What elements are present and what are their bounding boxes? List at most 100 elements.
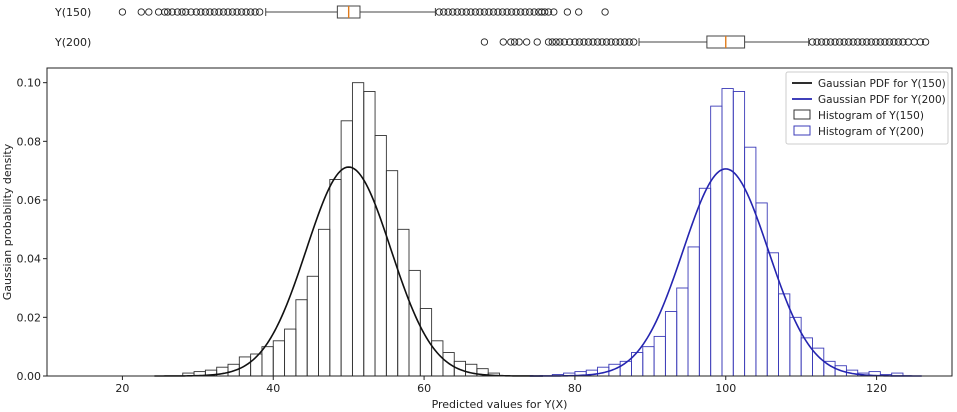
outlier-point: [516, 8, 525, 16]
hist-bar-0: [351, 82, 365, 377]
outlier-point: [489, 8, 498, 16]
outlier-point: [601, 8, 609, 16]
x-axis-label: Predicted values for Y(X): [432, 398, 568, 411]
legend-entry-label: Gaussian PDF for Y(200): [818, 94, 946, 106]
outlier-point: [863, 38, 871, 46]
outlier-point: [541, 8, 549, 16]
outlier-point: [630, 38, 638, 46]
outlier-point: [507, 38, 515, 46]
outlier-point: [530, 8, 538, 16]
outlier-point: [246, 8, 255, 16]
outlier-point: [840, 38, 848, 46]
outlier-point: [467, 8, 475, 16]
outlier-point: [512, 8, 520, 16]
y-tick-label: 0.10: [17, 77, 42, 90]
outlier-point: [813, 38, 821, 46]
outlier-point: [621, 38, 629, 46]
outlier-point: [548, 38, 556, 46]
outlier-point: [224, 8, 232, 16]
hist-bar-0: [318, 228, 331, 377]
axes-frame: [46, 67, 953, 377]
outlier-point: [602, 38, 611, 46]
outlier-point: [885, 38, 894, 46]
hist-bar-1: [698, 187, 712, 377]
outlier-point: [453, 8, 461, 16]
x-tick-label: 60: [417, 382, 431, 395]
gaussian-curve-1: [529, 168, 922, 377]
outlier-point: [607, 38, 615, 46]
x-tick-label: 40: [266, 382, 280, 395]
outlier-point: [835, 38, 844, 46]
outlier-point: [533, 38, 541, 46]
outlier-point: [580, 38, 588, 46]
outlier-point: [164, 8, 172, 16]
hist-bar-0: [397, 228, 410, 377]
outlier-point: [462, 8, 470, 16]
outlier-point: [242, 8, 250, 16]
legend-entry-label: Gaussian PDF for Y(150): [818, 78, 946, 90]
outlier-point: [256, 8, 264, 16]
y-ticks: 0.00 0.02 0.04 0.06 0.08 0.10: [17, 77, 47, 383]
hist-bar-1: [766, 252, 779, 377]
outlier-point: [876, 38, 884, 46]
x-tick-label: 120: [866, 382, 887, 395]
hist-bar-1: [789, 316, 802, 377]
outlier-point: [910, 38, 918, 46]
outlier-point: [118, 8, 127, 16]
legend-box-swatch: [793, 109, 811, 120]
y-tick-label: 0.00: [17, 370, 42, 383]
y-tick-label: 0.06: [17, 194, 42, 207]
outlier-point: [575, 8, 583, 16]
y-tick-label: 0.02: [17, 311, 42, 324]
outlier-point: [145, 8, 153, 16]
hist-bar-1: [800, 337, 813, 377]
outlier-point: [480, 38, 489, 46]
outlier-point: [480, 8, 489, 16]
outlier-point: [444, 8, 452, 16]
hist-bar-0: [272, 340, 286, 377]
outlier-point: [526, 8, 534, 16]
outlier-point: [565, 38, 574, 46]
outlier-point: [571, 38, 579, 46]
outlier-point: [858, 38, 866, 46]
outlier-point: [206, 8, 214, 16]
outlier-point: [187, 8, 195, 16]
legend-box-swatch: [793, 125, 811, 136]
outlier-point: [173, 8, 182, 16]
boxplot-y150: Y(150): [54, 5, 609, 19]
outlier-point: [822, 38, 830, 46]
outlier-point: [507, 8, 516, 16]
hist-bar-0: [306, 275, 319, 377]
hist-bar-1: [687, 246, 700, 377]
hist-bar-1: [676, 287, 689, 377]
hist-bar-0: [284, 328, 297, 377]
histogram-axes: 20 40 60 80 100 120 0.000.020.040.060.080.10 …: [1, 67, 953, 411]
outlier-point: [251, 8, 259, 16]
outlier-point: [593, 38, 602, 46]
outlier-point: [817, 38, 826, 46]
outlier-point: [515, 38, 523, 46]
outlier-point: [921, 38, 930, 46]
outlier-point: [449, 8, 457, 16]
boxplot-label-y150: Y(150): [54, 6, 91, 19]
outlier-point: [233, 8, 241, 16]
hist-bar-1: [744, 146, 757, 377]
outlier-point: [808, 38, 817, 46]
legend-entry-label: Histogram of Y(150): [818, 110, 924, 122]
outlier-point: [182, 8, 190, 16]
outlier-point: [521, 8, 529, 16]
outlier-point: [523, 38, 531, 46]
outlier-point: [440, 8, 448, 16]
outlier-point: [210, 8, 219, 16]
y-axis-label: Gaussian probability density: [1, 143, 14, 300]
outlier-point: [168, 8, 176, 16]
outlier-point: [625, 38, 633, 46]
outlier-point: [575, 38, 584, 46]
y-tick-label: 0.08: [17, 135, 42, 148]
legend-entry-label: Histogram of Y(200): [818, 126, 924, 138]
hist-bar-1: [664, 311, 678, 377]
y-tick-label: 0.04: [17, 253, 42, 266]
hist-bar-0: [363, 91, 376, 377]
outlier-point: [584, 38, 593, 46]
